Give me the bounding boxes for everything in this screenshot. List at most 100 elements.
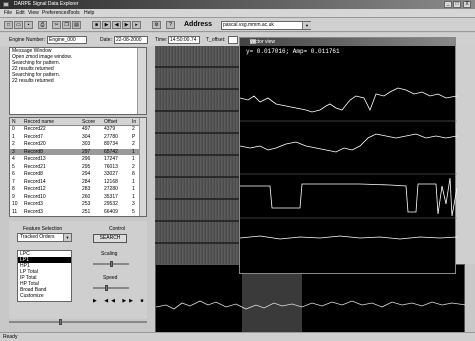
rewind-icon[interactable]: ◀ bbox=[112, 21, 121, 29]
menu-view[interactable]: View bbox=[28, 10, 39, 16]
status-text: Ready bbox=[3, 334, 18, 340]
open-icon[interactable]: ▭ bbox=[14, 21, 23, 29]
paste-icon[interactable]: ▤ bbox=[72, 21, 81, 29]
search-button[interactable]: SEARCH bbox=[93, 234, 127, 243]
message-line: 22 results returned bbox=[12, 66, 54, 72]
table-cell: 253 bbox=[82, 201, 91, 207]
feature-item[interactable]: IP Total bbox=[20, 275, 37, 281]
table-cell: Record3 bbox=[24, 208, 43, 215]
waveform-svg bbox=[155, 271, 467, 335]
date-field[interactable]: 22-08-2000 bbox=[114, 36, 148, 44]
table-cell: 0 bbox=[12, 126, 15, 132]
table-row[interactable]: 4 Record13 296 17247 1 bbox=[10, 156, 142, 162]
vector-view-window: vector view y= 0.017016; Amp= 0.011761 bbox=[239, 37, 457, 274]
signal-strip[interactable] bbox=[155, 200, 241, 220]
feature-item[interactable]: Customize bbox=[20, 293, 44, 299]
menu-edit[interactable]: Edit bbox=[16, 10, 25, 16]
signal-strip[interactable] bbox=[155, 68, 241, 88]
signal-strip[interactable] bbox=[155, 46, 241, 66]
feature-item[interactable]: HP Total bbox=[20, 281, 39, 287]
title-bar: DARPE Signal Data Explorer _ □ X bbox=[0, 0, 475, 9]
column-header-record-name[interactable]: Record name bbox=[24, 119, 55, 125]
feature-dropdown-value: Tracked Orders bbox=[20, 234, 55, 240]
message-scrollbar[interactable] bbox=[137, 48, 146, 114]
address-label: Address bbox=[184, 21, 213, 28]
stop-icon[interactable]: ■ bbox=[92, 21, 101, 29]
signal-strip[interactable] bbox=[155, 244, 241, 264]
table-row[interactable]: 1 Record7 304 27780 P bbox=[10, 134, 142, 140]
time-field[interactable]: 14:50:00.74 bbox=[168, 36, 200, 44]
chevron-down-icon[interactable]: ▼ bbox=[63, 234, 71, 241]
signal-strip[interactable] bbox=[155, 112, 241, 132]
feature-item[interactable]: LPC bbox=[20, 251, 30, 257]
position-slider-thumb[interactable] bbox=[59, 319, 62, 325]
offset-field[interactable] bbox=[228, 36, 238, 44]
table-scrollbar[interactable] bbox=[139, 118, 146, 216]
fast-forward-icon[interactable]: ▶ bbox=[122, 21, 131, 29]
table-cell: 33027 bbox=[104, 171, 118, 177]
menu-tools[interactable]: Tools bbox=[68, 10, 80, 16]
speed-slider-thumb[interactable] bbox=[105, 285, 108, 291]
signal-strip[interactable] bbox=[155, 222, 241, 242]
table-row[interactable]: 10 Record3 253 29532 3 bbox=[10, 201, 142, 207]
scaling-slider-thumb[interactable] bbox=[110, 261, 113, 267]
table-cell: 497 bbox=[82, 126, 91, 132]
trace-4 bbox=[240, 235, 457, 240]
column-header-offset[interactable]: Offset bbox=[104, 119, 118, 125]
vector-view-title: vector view bbox=[250, 39, 276, 45]
feature-item[interactable]: Broad Band bbox=[20, 287, 47, 293]
feature-item[interactable]: LP Total bbox=[20, 269, 38, 275]
feature-dropdown[interactable]: Tracked Orders ▼ bbox=[17, 233, 72, 242]
menu-file[interactable]: File bbox=[4, 10, 13, 16]
menu-preferences[interactable]: Preferences bbox=[42, 10, 69, 16]
table-row[interactable]: 9 Record10 260 35317 1 bbox=[10, 194, 142, 200]
save-icon[interactable]: ▪ bbox=[24, 21, 33, 29]
skip-icon[interactable]: ▸ bbox=[132, 21, 141, 29]
table-row[interactable]: 2 Record20 303 89734 2 bbox=[10, 141, 142, 147]
settings-icon[interactable]: ⚙ bbox=[152, 21, 161, 29]
table-row[interactable]: 8 Record12 283 27280 1 bbox=[10, 186, 142, 192]
new-icon[interactable]: □ bbox=[4, 21, 13, 29]
table-row[interactable]: 7 Record14 284 12168 1 bbox=[10, 179, 142, 185]
scaling-slider[interactable] bbox=[93, 261, 129, 267]
column-header-score[interactable]: Score bbox=[82, 119, 96, 125]
column-header-in[interactable]: In bbox=[132, 119, 137, 125]
table-row[interactable]: 6 Record8 294 33027 8 bbox=[10, 171, 142, 177]
table-row[interactable]: 3 Record8 297 65742 1 bbox=[10, 148, 142, 155]
signal-strip[interactable] bbox=[155, 134, 241, 154]
table-row[interactable]: 11 Record3 251 66409 5 bbox=[10, 209, 142, 215]
playback-controls[interactable]: ▶ ◀◀ ▶▶ ■ bbox=[93, 298, 147, 304]
close-button[interactable]: X bbox=[463, 1, 471, 8]
column-header-n[interactable]: N bbox=[12, 119, 16, 125]
engine-number-field[interactable]: Engine_000 bbox=[47, 36, 87, 44]
copy-icon[interactable]: ❐ bbox=[62, 21, 71, 29]
maximize-button[interactable]: □ bbox=[453, 1, 461, 8]
address-input[interactable]: pascal.vsg.mmm.ac.uk bbox=[221, 21, 311, 30]
signal-strip[interactable] bbox=[155, 156, 241, 176]
chevron-down-icon[interactable]: ▼ bbox=[302, 22, 311, 29]
table-cell: 1 bbox=[132, 178, 135, 185]
table-cell: 4379 bbox=[104, 126, 116, 132]
signal-strip[interactable] bbox=[155, 90, 241, 110]
table-cell: 5 bbox=[132, 208, 135, 215]
play-icon[interactable]: ▶ bbox=[102, 21, 111, 29]
cut-icon[interactable]: ✂ bbox=[52, 21, 61, 29]
position-slider[interactable] bbox=[9, 319, 147, 325]
minimize-button[interactable]: _ bbox=[444, 1, 452, 8]
message-line: Message Window bbox=[12, 48, 52, 54]
waveform-plot[interactable] bbox=[155, 264, 467, 338]
table-row[interactable]: 5 Record21 295 76013 2 bbox=[10, 164, 142, 170]
feature-item[interactable]: HP1 bbox=[20, 263, 30, 269]
menu-help[interactable]: Help bbox=[84, 10, 95, 16]
table-row[interactable]: 0 Record22 497 4379 2 bbox=[10, 126, 142, 132]
toolbar: □ ▭ ▪ ⎙ ✂ ❐ ▤ ■ ▶ ◀ ▶ ▸ ⚙ ? Address pasc… bbox=[0, 18, 475, 32]
feature-item[interactable]: LP1 bbox=[18, 257, 71, 263]
signal-strip[interactable] bbox=[155, 178, 241, 198]
speed-slider[interactable] bbox=[93, 285, 129, 291]
table-cell: Record21 bbox=[24, 163, 46, 170]
help-icon[interactable]: ? bbox=[166, 21, 175, 29]
message-line: 22 results returned bbox=[12, 78, 54, 84]
table-cell: 7 bbox=[12, 178, 15, 185]
trace-1 bbox=[240, 87, 457, 113]
print-icon[interactable]: ⎙ bbox=[38, 21, 47, 29]
